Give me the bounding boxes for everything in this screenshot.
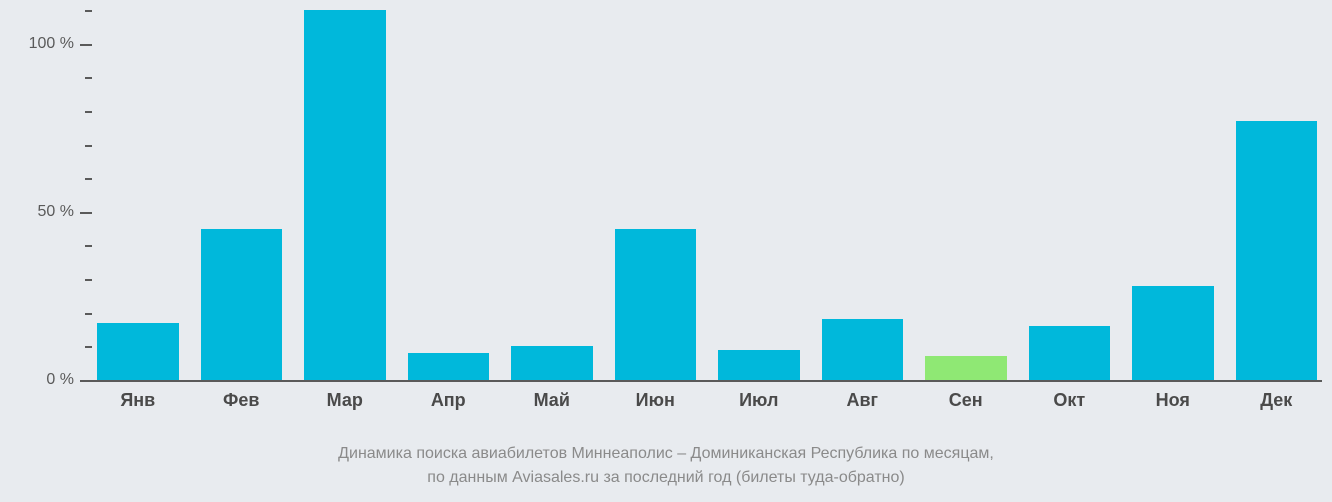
x-axis-label: Дек — [1236, 390, 1318, 411]
bar-Июл — [718, 350, 800, 380]
y-tick-minor — [85, 245, 92, 247]
x-axis-label: Янв — [97, 390, 179, 411]
y-axis-label: 0 % — [46, 371, 74, 389]
x-axis-label: Апр — [408, 390, 490, 411]
x-axis-label: Окт — [1029, 390, 1111, 411]
x-axis-label: Ноя — [1132, 390, 1214, 411]
bar-Сен — [925, 356, 1007, 380]
y-tick-minor — [85, 111, 92, 113]
y-tick-major — [80, 212, 92, 214]
bar-Окт — [1029, 326, 1111, 380]
bar-Ноя — [1132, 286, 1214, 380]
bar-Мар — [304, 10, 386, 380]
y-tick-minor — [85, 279, 92, 281]
y-axis-label: 50 % — [38, 203, 74, 221]
x-axis-label: Июн — [615, 390, 697, 411]
caption-line-2: по данным Aviasales.ru за последний год … — [0, 466, 1332, 490]
bar-Дек — [1236, 121, 1318, 380]
bar-Авг — [822, 319, 904, 380]
y-tick-minor — [85, 77, 92, 79]
bar-Фев — [201, 229, 283, 380]
y-tick-minor — [85, 145, 92, 147]
bar-Апр — [408, 353, 490, 380]
chart-area — [92, 10, 1322, 380]
x-axis-label: Июл — [718, 390, 800, 411]
bars-container — [92, 10, 1322, 380]
y-tick-minor — [85, 178, 92, 180]
y-tick-minor — [85, 346, 92, 348]
bar-Янв — [97, 323, 179, 380]
y-tick-minor — [85, 10, 92, 12]
y-axis-label: 100 % — [29, 35, 74, 53]
x-axis-label: Сен — [925, 390, 1007, 411]
y-tick-minor — [85, 313, 92, 315]
y-tick-major — [80, 380, 92, 382]
bar-Июн — [615, 229, 697, 380]
caption-line-1: Динамика поиска авиабилетов Миннеаполис … — [0, 442, 1332, 466]
y-tick-major — [80, 44, 92, 46]
x-axis-label: Фев — [201, 390, 283, 411]
x-axis-labels: Янв Фев Мар Апр Май Июн Июл Авг Сен Окт Ноя Дек — [92, 390, 1322, 411]
x-axis-label: Май — [511, 390, 593, 411]
bar-Май — [511, 346, 593, 380]
y-axis: 0 %50 %100 % — [0, 10, 92, 380]
x-axis-label: Авг — [822, 390, 904, 411]
x-axis-line — [92, 380, 1322, 382]
x-axis-label: Мар — [304, 390, 386, 411]
